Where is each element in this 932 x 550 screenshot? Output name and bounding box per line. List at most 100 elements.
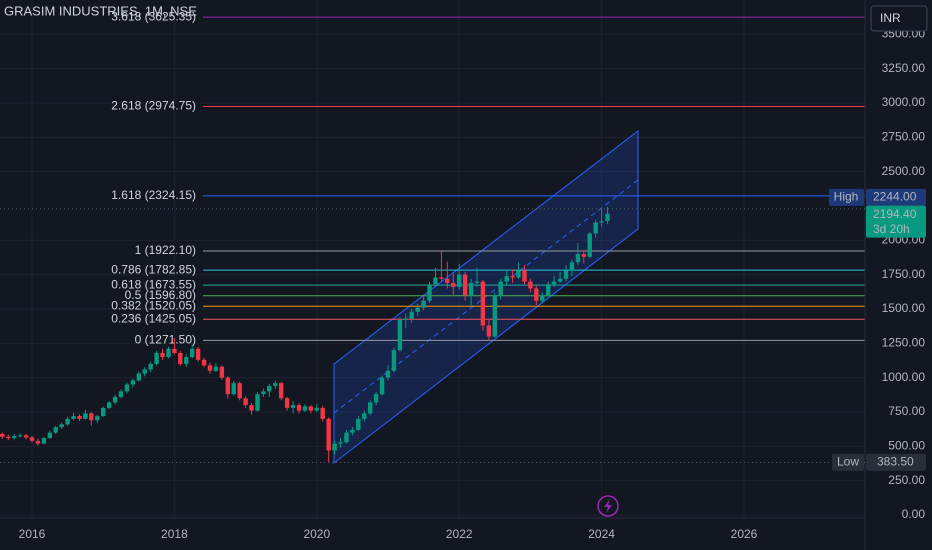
candle-body	[279, 383, 284, 399]
candle-body	[71, 416, 76, 419]
channel-midline	[333, 179, 639, 414]
y-tick-label: 2500.00	[882, 164, 926, 178]
candle-body	[302, 406, 308, 411]
candle-body	[273, 383, 278, 386]
candle-body	[581, 254, 586, 257]
candle-body	[534, 288, 539, 301]
candle-body	[308, 406, 314, 411]
y-tick-label: 750.00	[888, 404, 925, 418]
y-tick-label: 1250.00	[882, 336, 926, 350]
candle-body	[47, 432, 52, 439]
low-name: Low	[837, 455, 859, 469]
candle-body	[255, 394, 260, 411]
y-tick-label: 1750.00	[882, 267, 926, 281]
candle-body	[368, 402, 373, 414]
candle-body	[195, 348, 201, 360]
candle-body	[605, 213, 610, 222]
y-tick-label: 3250.00	[882, 61, 926, 75]
candle-body	[231, 383, 236, 395]
x-tick-label: 2020	[303, 527, 330, 541]
candle-body	[267, 385, 272, 392]
high-name-box	[829, 188, 864, 206]
candle-body	[296, 405, 302, 411]
candle-body	[219, 366, 225, 378]
fib-label: 0.5 (1596.80)	[125, 288, 196, 302]
candle-body	[261, 391, 266, 395]
fib-levels: 3.618 (3625.35) 2.618 (2974.75) 1.618 (232…	[111, 9, 865, 347]
candle-body	[486, 325, 492, 337]
candle-body	[474, 281, 480, 283]
last-price-box	[866, 205, 926, 238]
candle-body	[546, 284, 551, 296]
y-tick-label: 500.00	[888, 439, 925, 453]
candle-body	[118, 391, 124, 397]
candle-body	[504, 276, 509, 282]
currency[interactable]: INR	[880, 11, 901, 25]
chart-title: GRASIM INDUSTRIES, 1M, NSE	[4, 3, 197, 18]
candle-body	[89, 413, 94, 421]
candle-body	[237, 383, 242, 399]
fib-label: 0.786 (1782.85)	[111, 262, 196, 276]
candle-body	[190, 348, 195, 358]
low-value-box	[866, 453, 926, 471]
candle-body	[178, 352, 183, 364]
candle-body	[338, 442, 343, 444]
countdown: 3d 20h	[873, 222, 910, 236]
x-tick-label: 2018	[161, 527, 188, 541]
candle-body	[142, 369, 147, 374]
candle-body	[332, 443, 337, 451]
candle-body	[59, 424, 64, 428]
candle-body	[6, 436, 11, 439]
candle-body	[243, 398, 248, 406]
candle-body	[439, 277, 444, 279]
candle-body	[35, 440, 41, 444]
y-tick-label: 0.00	[902, 507, 926, 521]
y-tick-label: 1000.00	[882, 370, 926, 384]
candle-body	[563, 270, 569, 279]
replay-icon[interactable]	[597, 495, 619, 517]
candle-body	[593, 222, 598, 234]
candle-body	[249, 405, 254, 411]
candle-body	[433, 277, 438, 285]
candle-body	[599, 221, 604, 223]
candle-body	[427, 284, 432, 301]
candle-body	[290, 405, 296, 408]
candle-body	[397, 319, 403, 351]
candle-body	[457, 274, 462, 288]
candles	[0, 206, 610, 463]
candle-body	[166, 348, 171, 358]
candle-body	[154, 352, 159, 364]
y-tick-label: 3000.00	[882, 95, 926, 109]
candle-body	[284, 398, 290, 408]
candle-body	[409, 311, 414, 319]
fib-label: 1.618 (2324.15)	[111, 188, 196, 202]
candle-body	[326, 418, 331, 451]
high-name: High	[834, 190, 859, 204]
candle-body	[498, 281, 503, 296]
candle-body	[350, 429, 355, 433]
y-tick-label: 1500.00	[882, 301, 926, 315]
candle-body	[468, 282, 474, 296]
grid	[0, 0, 865, 518]
candle-body	[492, 295, 497, 337]
candle-body	[451, 282, 456, 288]
candle-body	[510, 276, 515, 278]
candle-body	[362, 413, 367, 419]
candle-body	[201, 359, 207, 366]
candle-body	[575, 254, 581, 263]
fib-label: 0.382 (1520.05)	[111, 298, 196, 312]
candle-body	[172, 348, 177, 353]
high-value: 2244.00	[873, 190, 917, 204]
candle-body	[379, 377, 385, 395]
candle-body	[385, 370, 391, 378]
candle-body	[587, 233, 592, 257]
x-tick-label: 2024	[588, 527, 615, 541]
candle-body	[391, 350, 397, 371]
fib-label: 2.618 (2974.75)	[111, 99, 196, 113]
candle-body	[95, 416, 100, 421]
currency-button[interactable]	[870, 5, 928, 32]
candle-body	[373, 394, 379, 403]
candle-body	[17, 435, 23, 437]
candle-body	[540, 295, 545, 301]
